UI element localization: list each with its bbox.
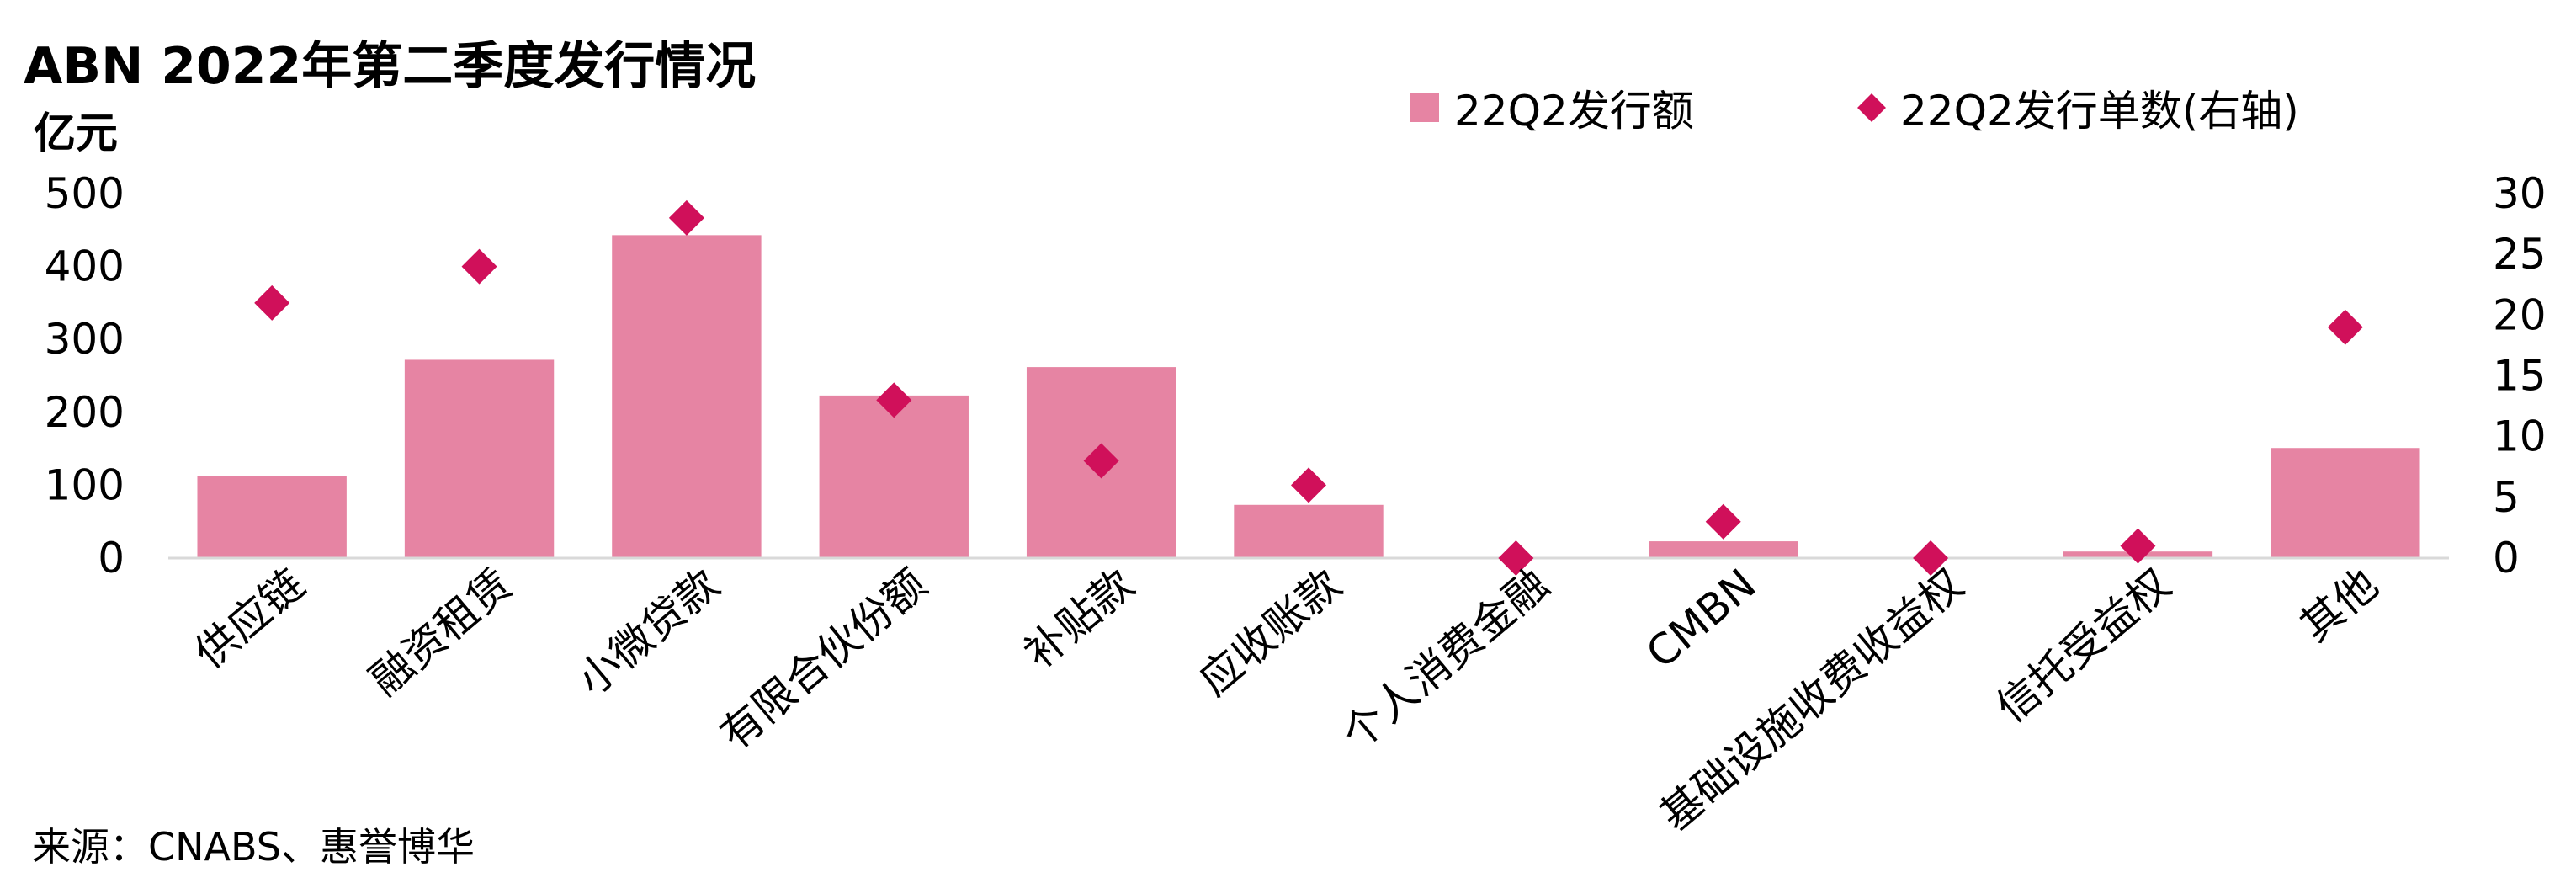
marker-point bbox=[2120, 528, 2156, 564]
marker-point bbox=[1913, 540, 1949, 576]
bar bbox=[1234, 504, 1384, 558]
bar bbox=[2271, 448, 2420, 558]
marker-point bbox=[1291, 467, 1326, 503]
x-tick-label: CMBN bbox=[1637, 560, 1765, 678]
y2-tick-label: 5 bbox=[2493, 473, 2520, 522]
y-tick-label: 200 bbox=[45, 388, 125, 437]
y-tick-label: 0 bbox=[98, 534, 125, 582]
x-tick-label: 小微贷款 bbox=[568, 560, 728, 705]
y2-tick-label: 30 bbox=[2493, 169, 2547, 218]
y-tick-label: 400 bbox=[45, 242, 125, 291]
x-tick-label: 有限合伙份额 bbox=[711, 560, 936, 759]
bar bbox=[404, 359, 555, 558]
bar bbox=[1649, 541, 1798, 558]
legend-marker-label: 22Q2发行单数(右轴) bbox=[1900, 87, 2299, 136]
y2-tick-label: 25 bbox=[2493, 230, 2547, 279]
x-tick-label: 供应链 bbox=[186, 560, 314, 678]
chart-title: ABN 2022年第二季度发行情况 bbox=[24, 37, 757, 96]
bar bbox=[197, 476, 347, 558]
legend-item-marker: 22Q2发行单数(右轴) bbox=[1856, 77, 2299, 138]
y2-tick-label: 0 bbox=[2493, 534, 2520, 582]
legend-item-bar: 22Q2发行额 bbox=[1410, 77, 1694, 138]
marker-point bbox=[876, 382, 912, 418]
source-note: 来源：CNABS、惠誉博华 bbox=[32, 824, 475, 870]
marker-point bbox=[1083, 443, 1119, 479]
marker-point bbox=[254, 285, 290, 321]
x-tick-label: 补贴款 bbox=[1015, 560, 1143, 678]
y-tick-label: 500 bbox=[45, 169, 125, 218]
x-tick-label: 其他 bbox=[2292, 560, 2387, 652]
marker-point bbox=[1705, 503, 1741, 540]
x-tick-label: 融资租赁 bbox=[361, 560, 521, 705]
marker-point bbox=[668, 199, 704, 236]
marker-point bbox=[2327, 309, 2363, 345]
y2-tick-label: 20 bbox=[2493, 290, 2547, 339]
x-tick-label: 应收账款 bbox=[1190, 560, 1350, 705]
legend-bar-label: 22Q2发行额 bbox=[1454, 87, 1694, 136]
y2-tick-label: 15 bbox=[2493, 352, 2547, 401]
bar bbox=[612, 235, 762, 558]
x-tick-label: 个人消费金融 bbox=[1333, 560, 1558, 759]
marker-point bbox=[461, 248, 497, 285]
y-tick-label: 100 bbox=[45, 460, 125, 509]
marker-point bbox=[1498, 540, 1534, 576]
x-tick-label: 信托受益权 bbox=[1987, 560, 2180, 732]
y-tick-label: 300 bbox=[45, 315, 125, 364]
y2-tick-label: 10 bbox=[2493, 412, 2547, 461]
legend-bar-swatch bbox=[1410, 93, 1439, 122]
y-axis-label: 亿元 bbox=[34, 109, 118, 157]
bar bbox=[819, 395, 969, 558]
